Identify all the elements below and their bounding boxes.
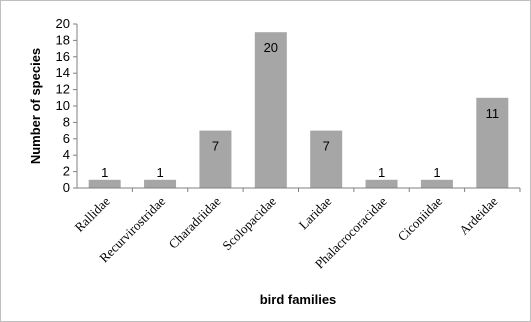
data-label: 1	[433, 165, 440, 180]
x-tick-label: Ciconiidae	[395, 193, 446, 244]
x-tick-label: Ardeidae	[456, 193, 500, 237]
y-tick-label: 20	[56, 16, 70, 31]
data-label: 7	[323, 139, 330, 154]
data-label: 1	[378, 165, 385, 180]
bar-scolopacidae	[254, 32, 287, 189]
x-tick-label: Charadriidae	[165, 193, 223, 251]
y-tick-label: 0	[63, 180, 70, 195]
data-label: 11	[486, 106, 500, 121]
data-label: 20	[264, 40, 278, 55]
data-label: 1	[156, 165, 163, 180]
y-tick-label: 8	[63, 114, 70, 129]
data-label: 7	[212, 139, 219, 154]
bar-phalacrocoracidae	[365, 179, 398, 188]
x-tick-label: Scolopacidae	[219, 193, 279, 253]
x-tick-label: Rallidae	[72, 193, 113, 234]
bar-laridae	[310, 130, 343, 188]
bar-recurvirostridae	[144, 179, 177, 188]
y-axis-title: Number of species	[28, 48, 43, 164]
y-tick-label: 4	[63, 147, 70, 162]
y-tick-label: 2	[63, 164, 70, 179]
y-tick-label: 10	[56, 98, 70, 113]
x-axis-title: bird families	[260, 292, 337, 307]
bar-ciconiidae	[420, 179, 453, 188]
x-axis: RallidaeRecurvirostridaeCharadriidaeScol…	[72, 187, 521, 271]
y-tick-label: 18	[56, 32, 70, 47]
bar-charadriidae	[199, 130, 232, 188]
bar-rallidae	[88, 179, 121, 188]
x-tick-label: Laridae	[296, 193, 335, 232]
bars	[88, 32, 509, 189]
bar-ardeidae	[476, 97, 509, 188]
y-tick-label: 16	[56, 49, 70, 64]
y-tick-label: 12	[56, 82, 70, 97]
y-tick-label: 14	[56, 65, 70, 80]
data-label: 1	[101, 165, 108, 180]
y-tick-label: 6	[63, 131, 70, 146]
